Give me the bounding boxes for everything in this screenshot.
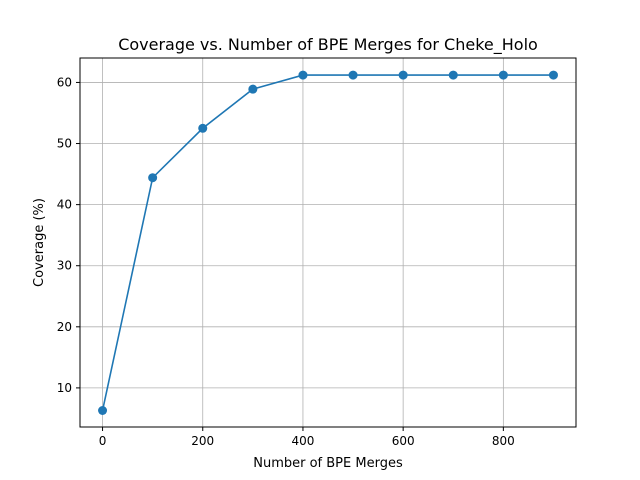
y-tick-label: 50 [57,137,72,151]
data-point [148,173,158,183]
x-tick-label: 0 [99,434,107,448]
y-tick-label: 60 [57,75,72,89]
data-point [498,70,508,80]
y-tick-label: 40 [57,198,72,212]
data-point [198,123,208,133]
data-point [248,84,258,94]
x-axis-label: Number of BPE Merges [253,456,403,471]
data-point [398,70,408,80]
x-axis-ticks: 0 200 400 600 800 [99,427,515,448]
y-tick-label: 20 [57,320,72,334]
series [98,70,558,416]
y-axis-ticks: 10 20 30 40 50 60 [57,75,80,395]
series-line [101,74,554,411]
x-tick-label: 800 [492,434,515,448]
data-point [448,70,458,80]
chart-title: Coverage vs. Number of BPE Merges for Ch… [118,35,538,55]
data-point [548,70,558,80]
x-tick-label: 200 [191,434,214,448]
y-tick-label: 30 [57,259,72,273]
plot-frame [79,57,577,428]
data-point [98,406,108,416]
data-point [348,70,358,80]
x-tick-label: 600 [392,434,415,448]
y-tick-label: 10 [57,381,72,395]
grid [80,58,576,427]
y-axis-label: Coverage (%) [32,198,47,287]
x-tick-label: 400 [291,434,314,448]
data-point [298,70,308,80]
